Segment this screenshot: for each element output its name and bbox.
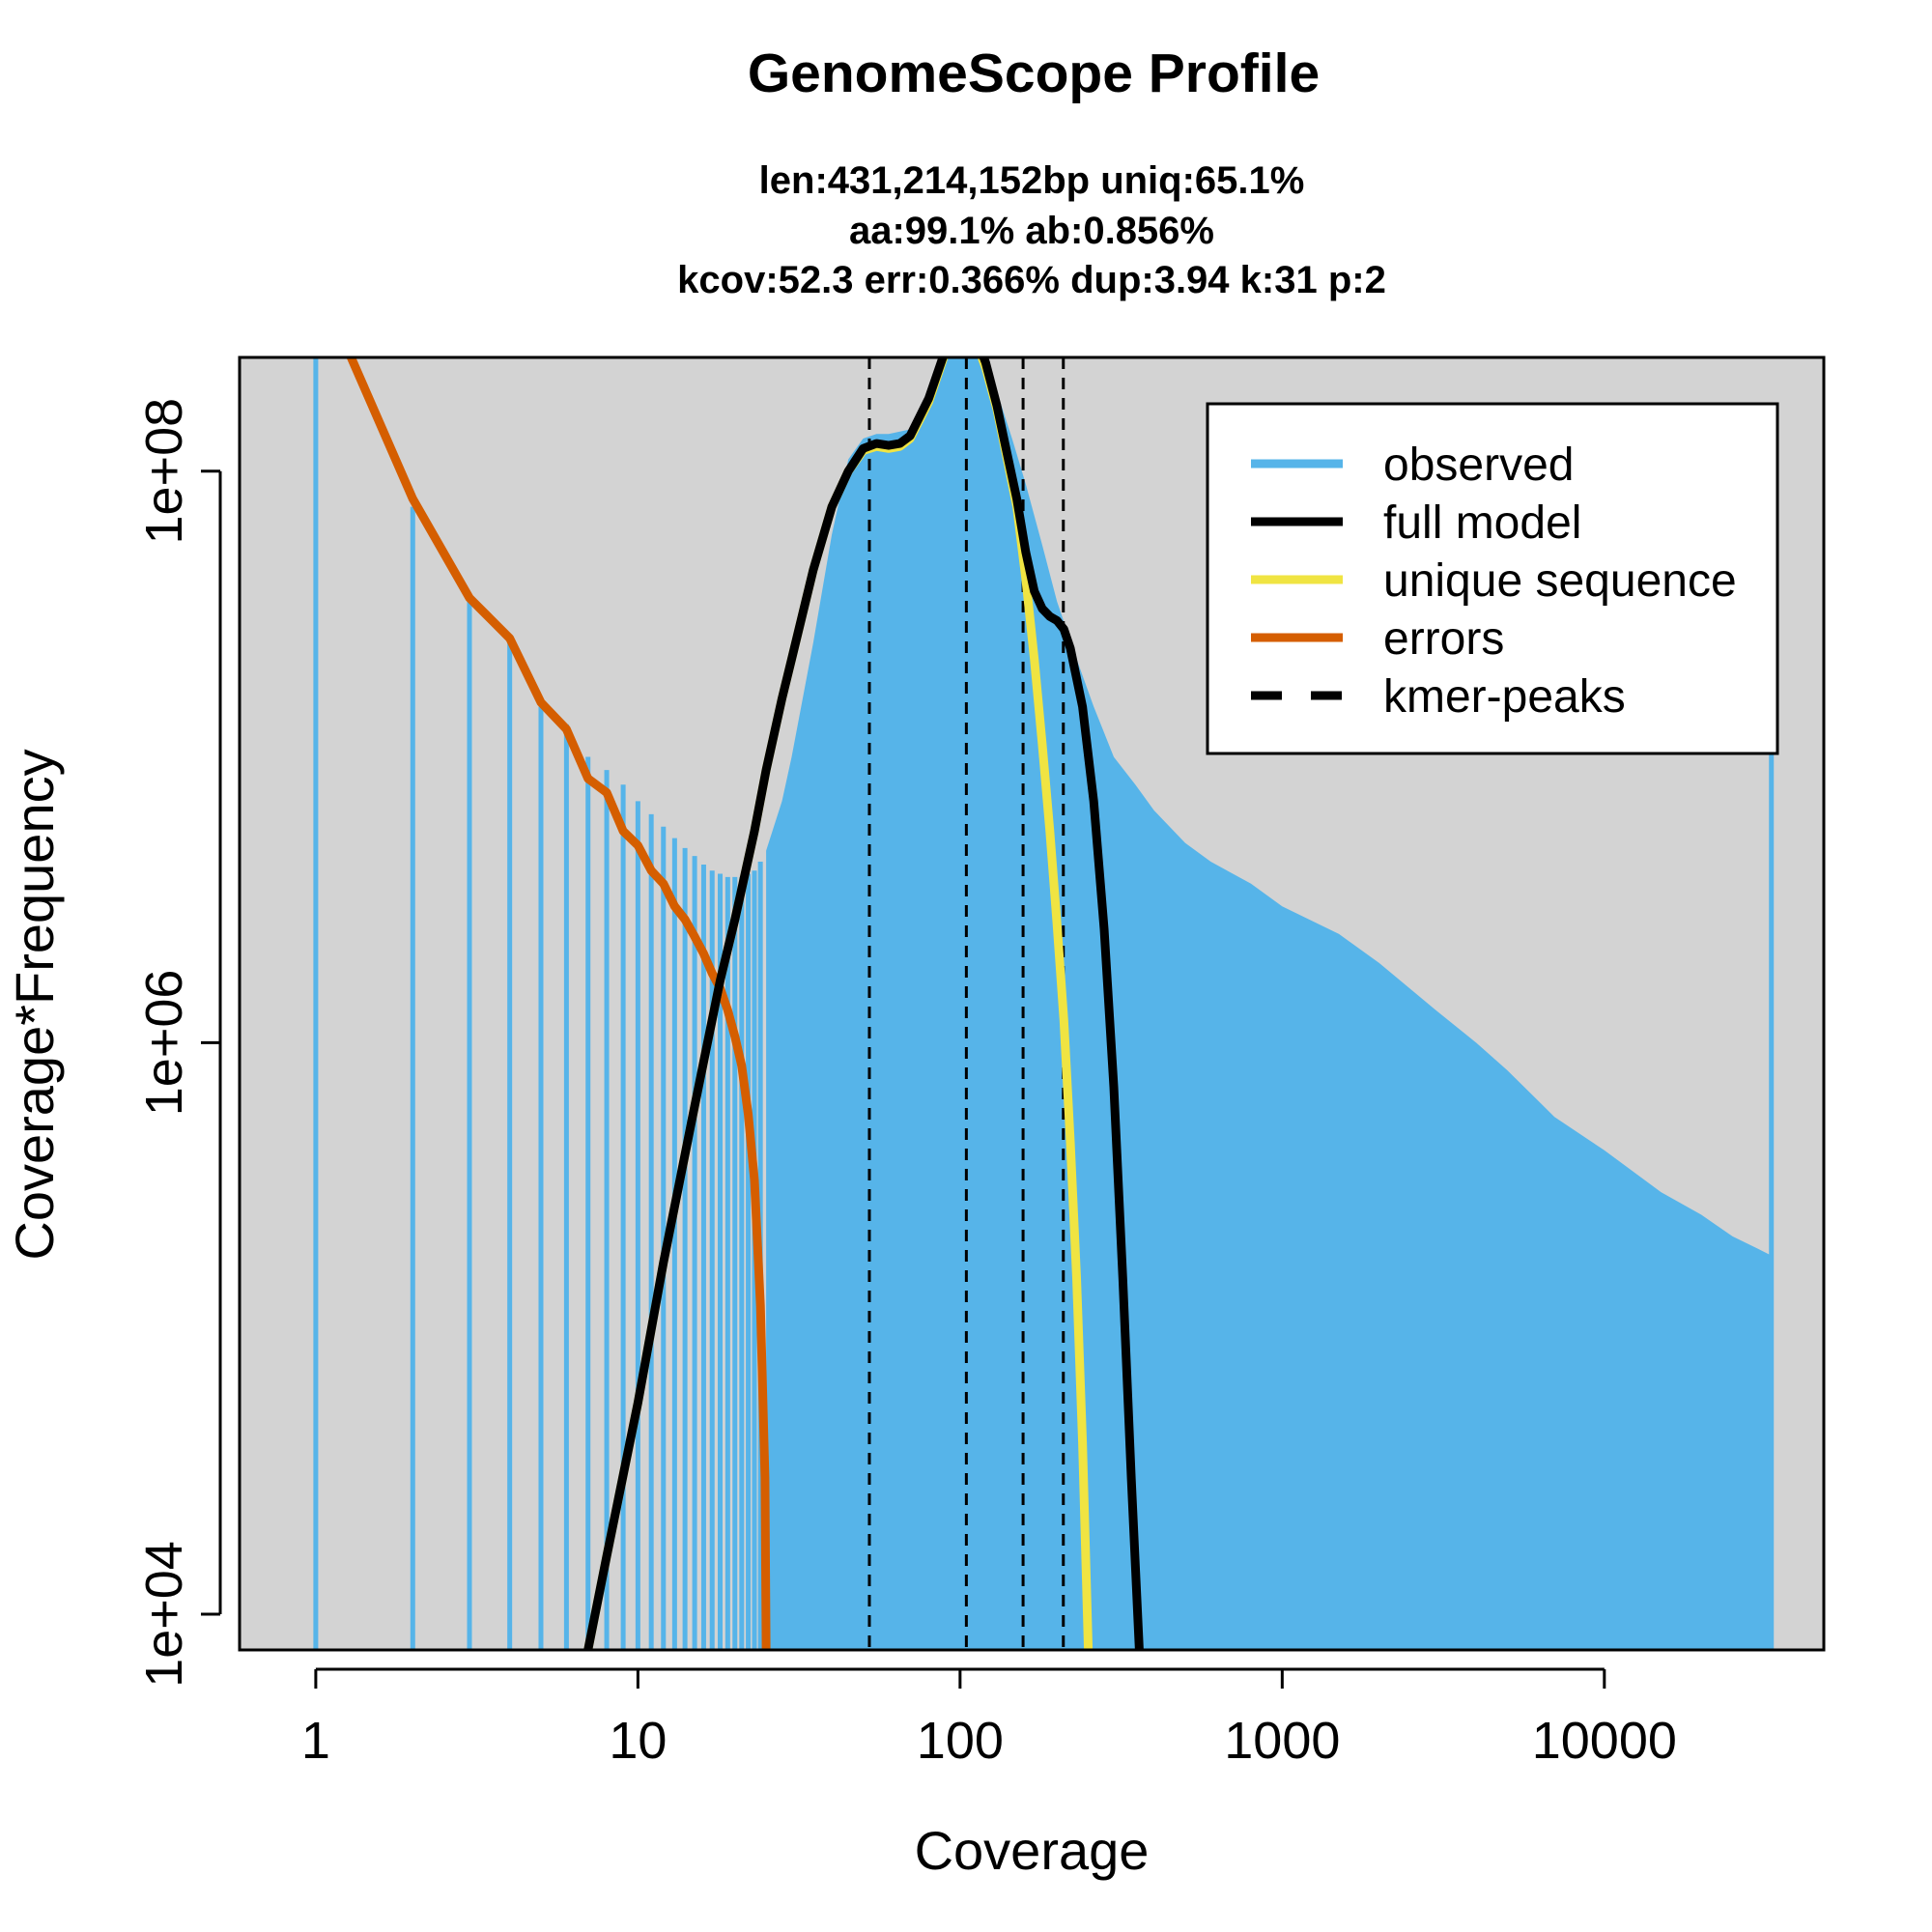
y-tick-label-2: 1e+06 — [135, 970, 193, 1117]
legend-label-2: full model — [1383, 497, 1581, 549]
legend-label-5: kmer-peaks — [1383, 671, 1626, 723]
y-tick-label-3: 1e+08 — [135, 398, 193, 545]
legend: observed full model unique sequence errors k… — [1206, 402, 1779, 755]
legend-label-4: errors — [1383, 613, 1504, 665]
x-tick-label-5: 10000 — [1532, 1712, 1677, 1770]
series-line-errors — [346, 357, 771, 1650]
series-line-full-model — [583, 357, 1144, 1650]
x-tick-label-2: 10 — [609, 1712, 667, 1770]
chart-subtitle-line-2: aa:99.1% ab:0.856% — [849, 210, 1214, 252]
x-tick-label-1: 1 — [301, 1712, 330, 1770]
plot-frame — [238, 355, 1826, 1652]
legend-label-3: unique sequence — [1383, 555, 1737, 607]
x-tick-label-3: 100 — [917, 1712, 1004, 1770]
chart-title: GenomeScope Profile — [748, 43, 1320, 104]
axes-layer: 1 10 100 1000 10000 1e+04 1e+06 1e+08 — [135, 398, 1677, 1770]
observed-area — [766, 357, 1772, 1650]
y-tick-label-1: 1e+04 — [135, 1541, 193, 1688]
chart-subtitle-line-1: len:431,214,152bp uniq:65.1% — [759, 159, 1305, 202]
legend-label-1: observed — [1383, 440, 1574, 491]
x-tick-label-4: 1000 — [1224, 1712, 1340, 1770]
x-axis-label: Coverage — [915, 1820, 1150, 1881]
y-axis-label: Coverage*Frequency — [4, 749, 65, 1260]
plot-layer — [313, 357, 1775, 1650]
chart-subtitle-line-3: kcov:52.3 err:0.366% dup:3.94 k:31 p:2 — [677, 259, 1386, 301]
